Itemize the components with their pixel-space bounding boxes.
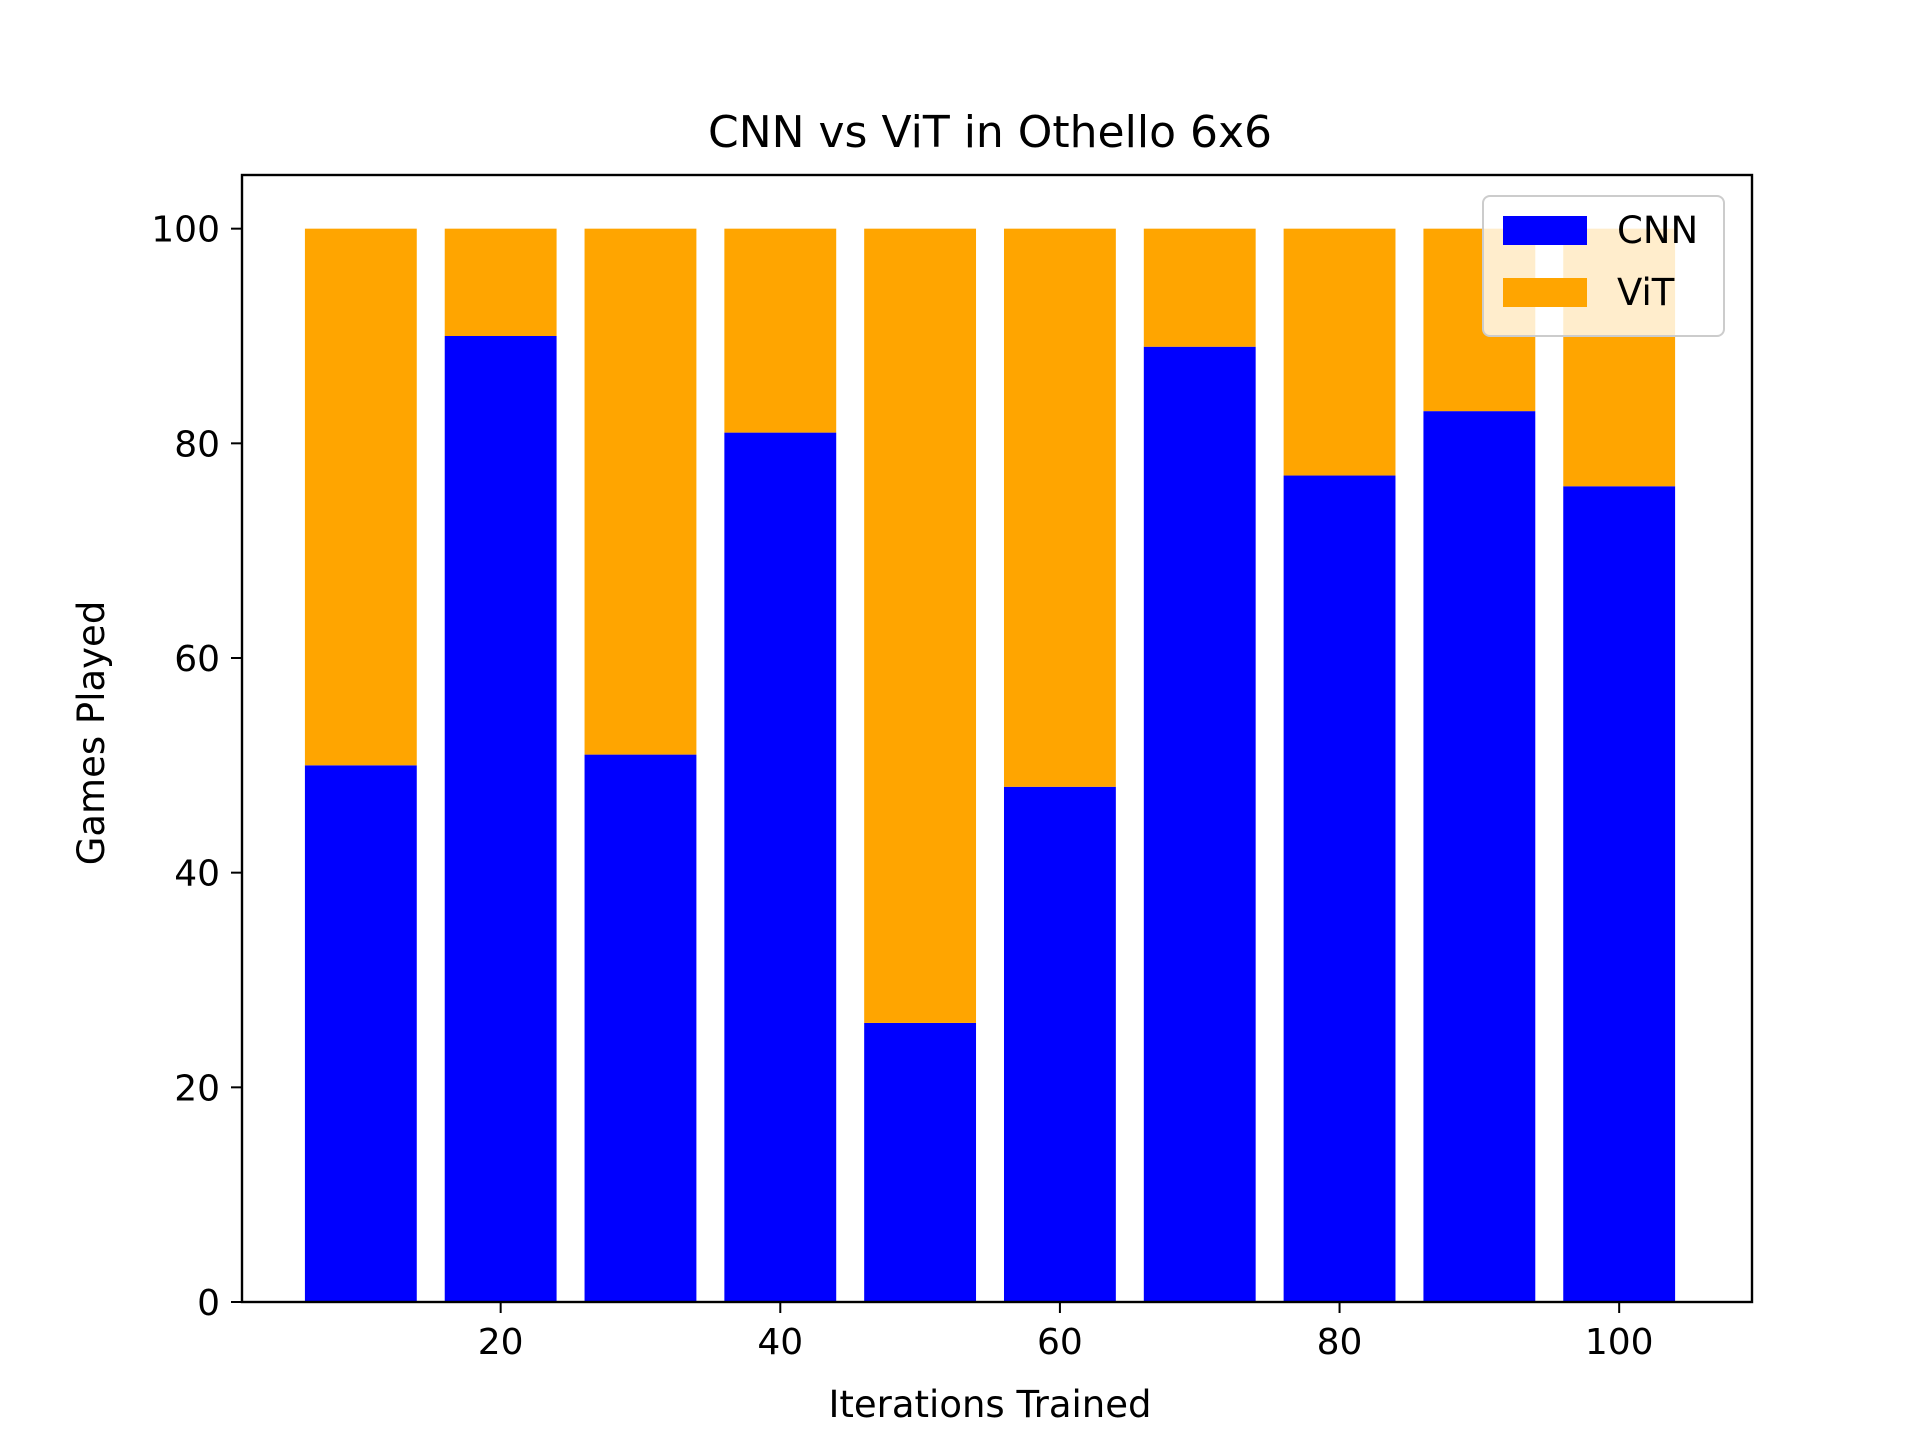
bar-vit-20 <box>444 228 557 336</box>
bars-group <box>304 228 1676 1303</box>
x-tick-label: 20 <box>478 1322 524 1363</box>
y-ticks: 0 20 40 60 80 100 <box>151 210 242 1324</box>
y-tick-label: 80 <box>174 424 220 465</box>
axes-frame <box>240 173 1754 1304</box>
bar-cnn-30 <box>584 754 697 1302</box>
x-tick-label: 60 <box>1037 1322 1083 1363</box>
legend-swatch-vit <box>1503 278 1587 307</box>
bar-cnn-50 <box>864 1022 977 1302</box>
bar-cnn-100 <box>1563 486 1676 1302</box>
y-tick-label: 0 <box>197 1283 220 1324</box>
bar-cnn-10 <box>304 765 417 1302</box>
bar-vit-30 <box>584 228 697 755</box>
x-ticks: 20 40 60 80 100 <box>478 1302 1654 1363</box>
bar-vit-70 <box>1143 228 1256 347</box>
chart-title: CNN vs ViT in Othello 6x6 <box>708 107 1272 158</box>
bar-cnn-90 <box>1423 411 1536 1303</box>
bar-cnn-80 <box>1283 475 1396 1302</box>
bar-vit-40 <box>724 228 837 433</box>
bar-cnn-20 <box>444 336 557 1302</box>
x-tick-label: 80 <box>1317 1322 1363 1363</box>
legend-label-cnn: CNN <box>1617 209 1698 252</box>
x-tick-label: 40 <box>757 1322 803 1363</box>
legend-label-vit: ViT <box>1617 271 1675 314</box>
y-axis-label: Games Played <box>70 601 113 866</box>
x-axis-label: Iterations Trained <box>828 1383 1151 1426</box>
bar-cnn-70 <box>1143 346 1256 1302</box>
x-tick-label: 100 <box>1585 1322 1654 1363</box>
legend: CNN ViT <box>1482 195 1725 337</box>
y-tick-label: 40 <box>174 854 220 895</box>
bar-vit-60 <box>1003 228 1116 787</box>
bar-cnn-60 <box>1003 786 1116 1302</box>
y-tick-label: 20 <box>174 1068 220 1109</box>
bar-vit-10 <box>304 228 417 766</box>
y-tick-label: 60 <box>174 639 220 680</box>
bar-vit-80 <box>1283 228 1396 476</box>
legend-swatch-cnn <box>1503 216 1587 245</box>
bar-vit-50 <box>864 228 977 1023</box>
bar-cnn-40 <box>724 432 837 1303</box>
y-tick-label: 100 <box>151 210 220 251</box>
